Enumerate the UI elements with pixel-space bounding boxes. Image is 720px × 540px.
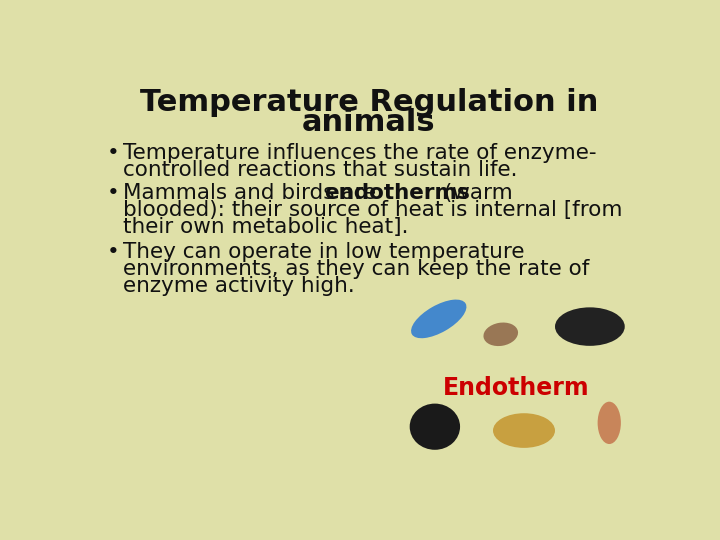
Text: controlled reactions that sustain life.: controlled reactions that sustain life.: [122, 160, 517, 180]
Text: Mammals and birds are: Mammals and birds are: [122, 184, 382, 204]
Text: Temperature Regulation in: Temperature Regulation in: [140, 88, 598, 117]
Ellipse shape: [555, 307, 625, 346]
Text: •: •: [107, 184, 120, 204]
Text: (warm: (warm: [437, 184, 513, 204]
Text: enzyme activity high.: enzyme activity high.: [122, 276, 354, 296]
FancyBboxPatch shape: [392, 288, 640, 473]
Text: •: •: [107, 143, 120, 163]
Ellipse shape: [493, 413, 555, 448]
Ellipse shape: [411, 300, 467, 338]
Ellipse shape: [598, 402, 621, 444]
Ellipse shape: [483, 322, 518, 346]
Text: •: •: [107, 242, 120, 262]
Text: their own metabolic heat].: their own metabolic heat].: [122, 217, 408, 237]
Text: blooded): their source of heat is internal [from: blooded): their source of heat is intern…: [122, 200, 622, 220]
Text: Endotherm: Endotherm: [443, 376, 590, 400]
Text: animals: animals: [302, 108, 436, 137]
Text: environments, as they can keep the rate of: environments, as they can keep the rate …: [122, 259, 589, 279]
Text: They can operate in low temperature: They can operate in low temperature: [122, 242, 524, 262]
Ellipse shape: [410, 403, 460, 450]
Text: Temperature influences the rate of enzyme-: Temperature influences the rate of enzym…: [122, 143, 596, 163]
Text: endotherms: endotherms: [324, 184, 470, 204]
